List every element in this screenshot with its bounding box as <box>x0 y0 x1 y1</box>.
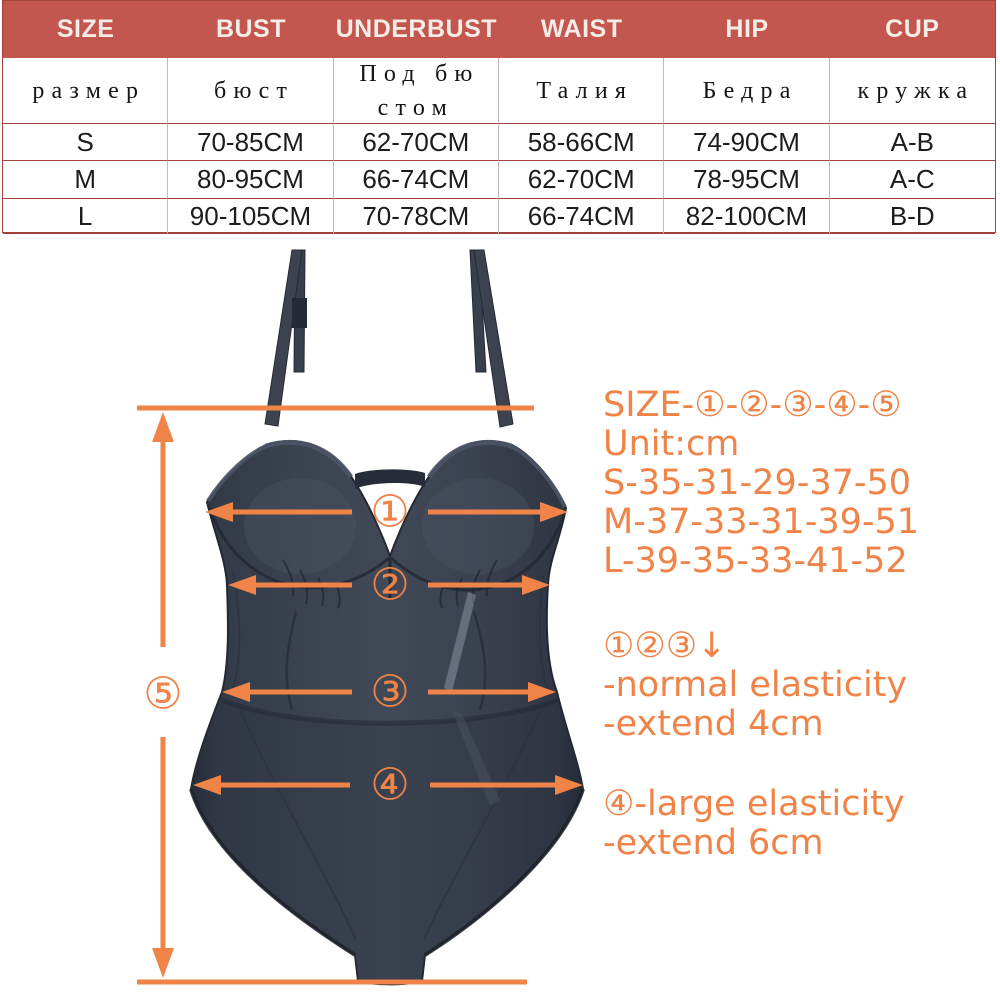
elasticity-note-normal: ①②③↓ -normal elasticity -extend 4cm <box>603 627 907 744</box>
subheader-cell-hip-ru: Бедра <box>664 58 830 124</box>
mark-waist: ③ <box>370 667 409 718</box>
waist-arrow <box>222 682 556 702</box>
swimsuit-illustration: ⑤ ① ② ③ <box>137 249 585 986</box>
subheader-cell-waist-ru: Талия <box>498 58 665 124</box>
swimsuit-body <box>189 439 585 986</box>
legend-line: SIZE-①-②-③-④-⑤ <box>603 385 902 425</box>
row-s-underbust: 62-70CM <box>333 124 499 161</box>
row-l-waist: 66-74CM <box>498 199 665 234</box>
back-band <box>355 469 425 489</box>
legend-line: S-35-31-29-37-50 <box>603 463 912 503</box>
elasticity-line: -extend 6cm <box>603 823 824 863</box>
strap-adjuster <box>292 298 307 328</box>
elasticity-line: ①②③↓ <box>603 626 727 666</box>
subheader-cell-size-ru: размер <box>3 58 169 124</box>
header-cell-underbust: UNDERBUST <box>333 1 499 58</box>
elasticity-line: -extend 4cm <box>603 704 824 744</box>
length-arrow <box>152 412 174 978</box>
mesh-strip <box>444 592 476 692</box>
legend-line: Unit:cm <box>603 424 740 464</box>
legend-line: L-39-35-33-41-52 <box>603 541 908 581</box>
header-cell-waist: WAIST <box>498 1 665 58</box>
row-l-cup: B-D <box>829 199 995 234</box>
elasticity-line: -normal elasticity <box>603 665 908 705</box>
mark-length: ⑤ <box>143 669 182 720</box>
mark-underbust: ② <box>370 560 409 611</box>
row-s-cup: A-B <box>829 124 995 161</box>
mark-bust: ① <box>370 487 409 538</box>
subheader-cell-cup-ru: кружка <box>829 58 995 124</box>
row-m-cup: A-C <box>829 161 995 199</box>
header-cell-cup: CUP <box>829 1 995 58</box>
row-s-hip: 74-90CM <box>664 124 830 161</box>
row-m-size: M <box>3 161 169 199</box>
row-s-waist: 58-66CM <box>498 124 665 161</box>
shoulder-straps <box>264 249 514 428</box>
row-l-bust: 90-105CM <box>168 199 334 234</box>
bust-arrow <box>205 502 568 522</box>
row-l-size: L <box>3 199 169 234</box>
row-l-underbust: 70-78CM <box>333 199 499 234</box>
header-cell-bust: BUST <box>168 1 334 58</box>
header-cell-hip: HIP <box>664 1 830 58</box>
legend-line: M-37-33-31-39-51 <box>603 502 920 542</box>
row-s-bust: 70-85CM <box>168 124 334 161</box>
header-cell-size: SIZE <box>3 1 169 58</box>
row-m-hip: 78-95CM <box>664 161 830 199</box>
row-m-waist: 62-70CM <box>498 161 665 199</box>
row-m-underbust: 66-74CM <box>333 161 499 199</box>
elasticity-note-large: ④-large elasticity -extend 6cm <box>603 785 905 863</box>
mark-hip: ④ <box>370 760 409 811</box>
underbust-arrow <box>228 575 550 595</box>
row-l-hip: 82-100CM <box>664 199 830 234</box>
size-table: SIZE BUST UNDERBUST WAIST HIP CUP размер… <box>2 0 996 234</box>
elasticity-line: ④-large elasticity <box>603 784 905 824</box>
subheader-cell-bust-ru: бюст <box>168 58 334 124</box>
row-s-size: S <box>3 124 169 161</box>
subheader-cell-underbust-ru: Под бю стом <box>333 58 499 124</box>
measurement-marks: ⑤ ① ② ③ <box>137 405 583 985</box>
size-legend: SIZE-①-②-③-④-⑤ Unit:cm S-35-31-29-37-50 … <box>603 386 919 581</box>
row-m-bust: 80-95CM <box>168 161 334 199</box>
hip-arrow <box>193 775 583 795</box>
